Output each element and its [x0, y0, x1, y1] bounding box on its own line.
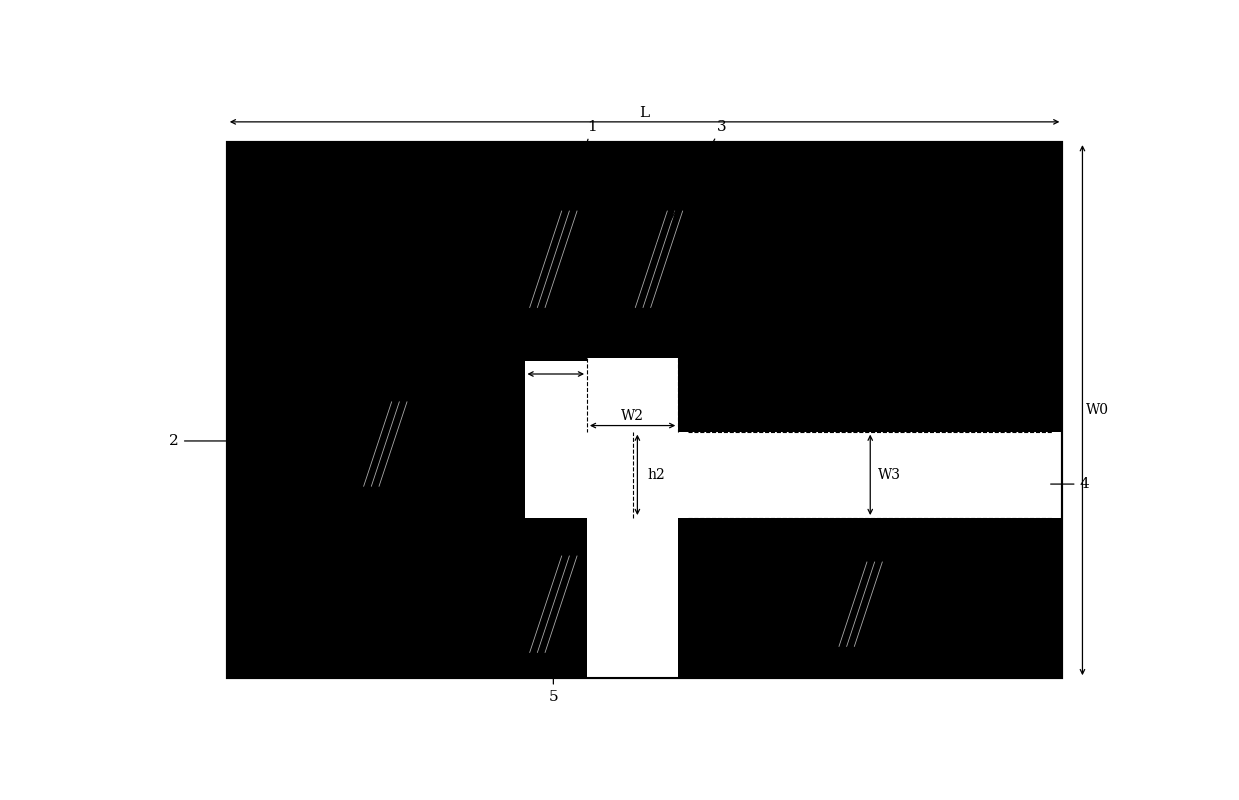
Text: L: L	[639, 106, 649, 120]
Text: 2: 2	[170, 434, 239, 448]
Text: W0: W0	[1087, 403, 1109, 417]
Text: W2: W2	[621, 410, 644, 423]
Text: 1: 1	[558, 120, 597, 241]
Bar	[678, 358, 1062, 432]
Text: 3: 3	[658, 120, 726, 245]
Bar	[227, 142, 1062, 358]
Bar	[587, 358, 678, 678]
Bar	[227, 142, 1062, 678]
Text: h2: h2	[648, 468, 665, 482]
Text: W1: W1	[292, 431, 315, 445]
Text: 5: 5	[549, 641, 559, 704]
Bar	[227, 518, 592, 678]
Bar	[227, 358, 592, 518]
Text: 4: 4	[1051, 477, 1089, 491]
Bar	[227, 142, 1062, 678]
Text: W4: W4	[544, 350, 567, 364]
Bar	[678, 518, 1062, 678]
Text: W3: W3	[878, 468, 901, 482]
Bar	[524, 361, 587, 518]
